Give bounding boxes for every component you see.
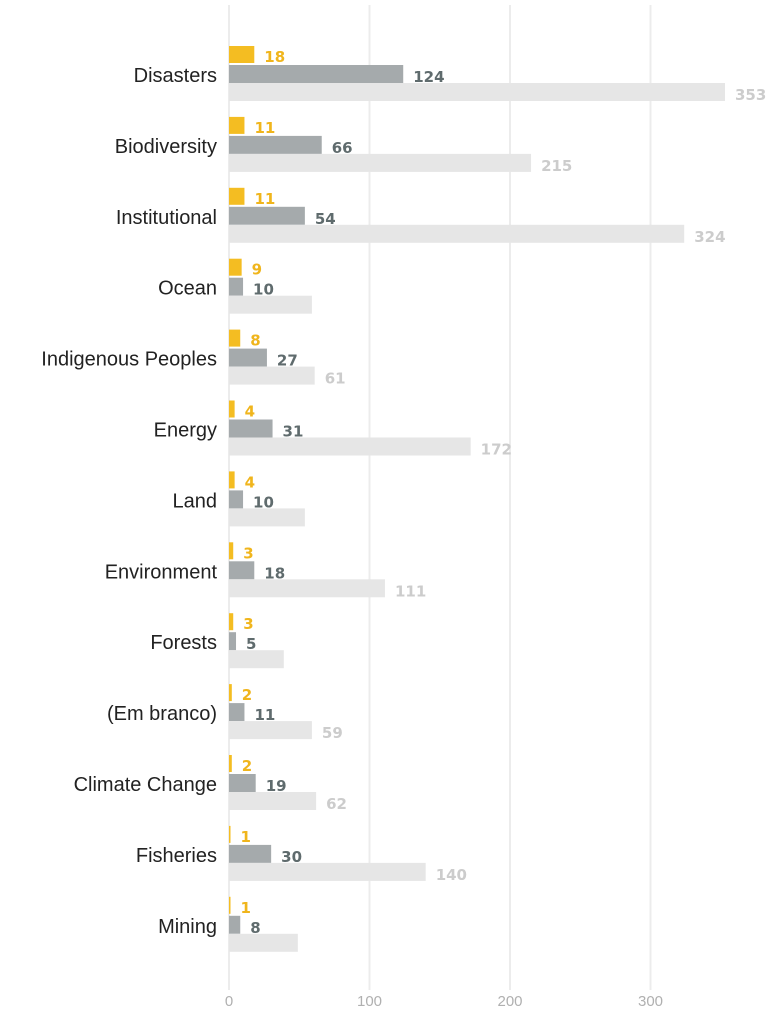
data-label-series-2: 10 bbox=[253, 281, 274, 299]
data-label-series-3: 59 bbox=[322, 724, 343, 742]
category-label: Fisheries bbox=[136, 845, 217, 867]
bar-series-3 bbox=[229, 792, 317, 810]
bars bbox=[229, 46, 725, 952]
bar-series-2 bbox=[229, 703, 245, 722]
data-label-series-2: 66 bbox=[332, 139, 353, 157]
data-label-series-2: 8 bbox=[250, 919, 260, 937]
bar-series-2 bbox=[229, 915, 241, 934]
data-label-series-2: 27 bbox=[277, 352, 298, 370]
bar-series-2 bbox=[229, 419, 273, 438]
x-tick-label: 0 bbox=[225, 993, 233, 1010]
bar-series-3 bbox=[229, 437, 471, 456]
data-label-series-3: 215 bbox=[541, 157, 572, 175]
data-label-series-1: 8 bbox=[250, 332, 260, 350]
x-tick-label: 300 bbox=[638, 993, 663, 1010]
data-label-series-2: 10 bbox=[253, 493, 274, 511]
bar-series-1 bbox=[229, 46, 255, 63]
bar-series-2 bbox=[229, 490, 244, 509]
bar-series-2 bbox=[229, 206, 305, 225]
category-label: Biodiversity bbox=[115, 136, 217, 158]
category-label: Mining bbox=[158, 916, 217, 938]
bar-series-1 bbox=[229, 613, 234, 631]
bar-series-2 bbox=[229, 561, 255, 580]
category-label: Indigenous Peoples bbox=[41, 349, 217, 371]
data-label-series-3: 324 bbox=[694, 228, 725, 246]
bar-series-3 bbox=[229, 295, 312, 314]
bar-series-1 bbox=[229, 258, 242, 276]
bar-series-3 bbox=[229, 862, 426, 881]
bar-series-2 bbox=[229, 844, 272, 863]
bar-series-3 bbox=[229, 650, 284, 669]
bar-series-3 bbox=[229, 83, 725, 101]
bar-series-3 bbox=[229, 153, 532, 172]
bar-series-1 bbox=[229, 329, 241, 347]
category-label: Ocean bbox=[158, 278, 217, 300]
data-label-series-2: 31 bbox=[283, 423, 304, 441]
data-label-series-2: 19 bbox=[266, 777, 287, 795]
category-label: Forests bbox=[150, 632, 217, 654]
data-label-series-1: 4 bbox=[245, 403, 255, 421]
bar-series-2 bbox=[229, 277, 244, 296]
bar-series-1 bbox=[229, 187, 245, 205]
category-label: Land bbox=[173, 490, 218, 512]
bar-series-3 bbox=[229, 224, 685, 243]
data-label-series-1: 3 bbox=[243, 544, 253, 562]
data-label-series-2: 5 bbox=[246, 635, 256, 653]
data-label-series-3: 111 bbox=[395, 582, 426, 600]
data-label-series-3: 353 bbox=[735, 86, 766, 104]
bar-series-3 bbox=[229, 508, 305, 527]
bar-series-2 bbox=[229, 632, 237, 651]
bar-series-3 bbox=[229, 721, 312, 740]
data-label-series-2: 54 bbox=[315, 210, 336, 228]
bar-series-1 bbox=[229, 400, 235, 418]
data-label-series-1: 4 bbox=[245, 473, 255, 491]
data-label-series-3: 62 bbox=[326, 795, 347, 813]
bar-series-2 bbox=[229, 774, 256, 792]
data-label-series-2: 18 bbox=[264, 564, 285, 582]
data-label-series-2: 11 bbox=[254, 706, 275, 724]
data-label-series-1: 11 bbox=[254, 190, 275, 208]
category-label: Climate Change bbox=[74, 774, 217, 796]
data-label-series-3: 172 bbox=[481, 441, 512, 459]
bar-series-3 bbox=[229, 933, 298, 952]
category-label: (Em branco) bbox=[107, 703, 217, 725]
bar-series-1 bbox=[229, 896, 231, 914]
bar-series-1 bbox=[229, 755, 232, 772]
category-label: Disasters bbox=[134, 65, 217, 87]
data-label-series-1: 18 bbox=[264, 48, 285, 66]
category-label: Institutional bbox=[116, 207, 217, 229]
data-label-series-1: 3 bbox=[243, 615, 253, 633]
bar-series-3 bbox=[229, 366, 315, 385]
bar-series-1 bbox=[229, 471, 235, 489]
bar-series-2 bbox=[229, 348, 267, 367]
x-tick-label: 100 bbox=[357, 993, 382, 1010]
bar-series-1 bbox=[229, 116, 245, 134]
bar-series-3 bbox=[229, 579, 385, 598]
data-label-series-1: 9 bbox=[252, 261, 262, 279]
bar-series-1 bbox=[229, 825, 231, 843]
category-label: Energy bbox=[154, 420, 217, 442]
x-axis-ticks: 0 100 200 300 bbox=[225, 993, 663, 1010]
bar-series-2 bbox=[229, 135, 322, 154]
x-tick-label: 200 bbox=[497, 993, 522, 1010]
data-labels: 1812435311662151154324910827614311724103… bbox=[241, 48, 767, 937]
data-label-series-1: 2 bbox=[242, 757, 252, 775]
data-label-series-2: 124 bbox=[413, 68, 444, 86]
data-label-series-2: 30 bbox=[281, 848, 302, 866]
data-label-series-3: 140 bbox=[436, 866, 467, 884]
bar-series-2 bbox=[229, 65, 404, 83]
bar-series-1 bbox=[229, 542, 234, 560]
category-labels: Disasters Biodiversity Institutional Ocean I… bbox=[41, 65, 217, 938]
data-label-series-3: 61 bbox=[325, 370, 346, 388]
bar-series-1 bbox=[229, 684, 232, 702]
data-label-series-1: 1 bbox=[241, 899, 251, 917]
data-label-series-1: 1 bbox=[241, 828, 251, 846]
data-label-series-1: 2 bbox=[242, 686, 252, 704]
category-label: Environment bbox=[105, 561, 218, 583]
data-label-series-1: 11 bbox=[254, 119, 275, 137]
